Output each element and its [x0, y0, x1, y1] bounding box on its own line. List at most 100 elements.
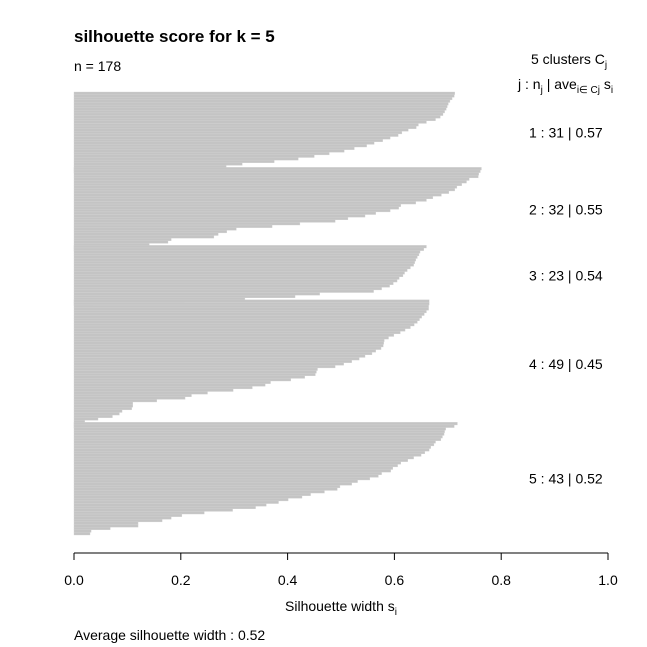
silhouette-bar-cluster-3-12	[73, 274, 404, 277]
silhouette-bar-cluster-5-32	[73, 503, 267, 507]
silhouette-bar-cluster-1-25	[73, 154, 315, 158]
silhouette-bar-cluster-5-31	[73, 500, 279, 504]
silhouette-bar-cluster-4-37	[73, 393, 192, 397]
chart-title: silhouette score for k = 5	[74, 27, 275, 46]
silhouette-bar-cluster-3-11	[73, 271, 405, 275]
silhouette-bar-cluster-2-17	[73, 209, 391, 213]
sample-count: n = 178	[74, 58, 121, 74]
legend-header-columns: j : nj | avei∈ Cj si	[517, 76, 613, 96]
silhouette-bar-cluster-3-2	[73, 247, 424, 251]
silhouette-bar-cluster-4-21	[73, 352, 373, 355]
silhouette-bar-cluster-5-26	[73, 487, 338, 491]
silhouette-bar-cluster-3-7	[73, 260, 415, 264]
silhouette-bar-cluster-4-46	[73, 417, 99, 421]
x-axis: 0.0 0.2 0.4 0.6 0.8 1.0	[64, 552, 618, 588]
silhouette-bar-cluster-5-19	[73, 469, 391, 473]
silhouette-bar-cluster-1-21	[73, 144, 367, 148]
silhouette-bar-cluster-2-25	[73, 230, 227, 234]
silhouette-bar-cluster-4-26	[73, 365, 336, 369]
silhouette-bar-cluster-3-19	[73, 292, 320, 296]
x-tick-label-0.6: 0.6	[385, 572, 405, 588]
silhouette-bar-cluster-3-13	[73, 276, 400, 280]
x-tick-label-1.0: 1.0	[598, 572, 618, 588]
cluster-label-4: 4 : 49 | 0.45	[529, 356, 603, 372]
silhouette-bar-cluster-2-28	[73, 237, 172, 241]
silhouette-bar-cluster-5-27	[73, 490, 325, 494]
silhouette-bar-cluster-5-17	[73, 464, 398, 468]
silhouette-bar-cluster-4-2	[73, 302, 430, 306]
silhouette-bar-cluster-5-18	[73, 466, 393, 470]
silhouette-bar-cluster-4-16	[73, 338, 385, 342]
silhouette-bar-cluster-5-13	[73, 453, 422, 457]
x-tick-label-0.8: 0.8	[491, 572, 511, 588]
silhouette-bar-cluster-5-20	[73, 471, 382, 475]
silhouette-bar-cluster-4-13	[73, 331, 401, 335]
silhouette-bar-cluster-4-27	[73, 367, 318, 371]
silhouette-bar-cluster-5-36	[73, 513, 183, 517]
silhouette-bar-cluster-1-12	[73, 120, 427, 124]
silhouette-bar-cluster-1-2	[73, 94, 455, 98]
silhouette-bar-cluster-3-16	[73, 284, 390, 288]
silhouette-bar-cluster-5-1	[73, 422, 458, 426]
silhouette-bar-cluster-1-11	[73, 118, 436, 121]
silhouette-bar-cluster-2-21	[73, 219, 336, 223]
x-tick-label-0.2: 0.2	[171, 572, 191, 588]
silhouette-bar-cluster-5-34	[73, 508, 233, 512]
silhouette-bar-cluster-4-10	[73, 323, 415, 327]
silhouette-bar-cluster-4-36	[73, 391, 208, 395]
silhouette-bar-cluster-5-29	[73, 495, 303, 499]
silhouette-bar-cluster-4-18	[73, 344, 384, 348]
silhouette-bar-cluster-5-12	[73, 450, 426, 454]
silhouette-bar-cluster-2-18	[73, 211, 376, 215]
silhouette-bar-cluster-4-11	[73, 325, 411, 329]
silhouette-bar-cluster-4-23	[73, 357, 360, 361]
silhouette-bar-cluster-5-23	[73, 479, 358, 483]
silhouette-bar-cluster-2-20	[73, 216, 349, 220]
silhouette-bar-cluster-3-10	[73, 268, 408, 272]
x-tick-label-0.0: 0.0	[64, 572, 84, 588]
silhouette-bar-cluster-5-8	[73, 440, 436, 444]
silhouette-bar-cluster-5-15	[73, 458, 408, 462]
silhouette-bar-cluster-4-22	[73, 354, 366, 358]
silhouette-bar-cluster-4-39	[73, 399, 157, 403]
silhouette-bar-cluster-4-12	[73, 328, 406, 332]
silhouette-bar-cluster-5-37	[73, 516, 172, 520]
average-silhouette-text: Average silhouette width : 0.52	[74, 627, 265, 643]
silhouette-bar-cluster-4-38	[73, 396, 186, 400]
silhouette-bar-cluster-5-41	[73, 526, 111, 530]
silhouette-bar-cluster-4-44	[73, 412, 120, 416]
silhouette-bar-cluster-4-9	[73, 320, 418, 324]
silhouette-bar-cluster-3-3	[73, 250, 421, 254]
cluster-label-1: 1 : 31 | 0.57	[529, 125, 603, 141]
silhouette-bar-cluster-2-8	[73, 185, 458, 189]
silhouette-bar-cluster-4-4	[73, 307, 429, 311]
silhouette-bar-cluster-2-24	[73, 227, 237, 231]
silhouette-bar-cluster-2-3	[73, 172, 479, 176]
silhouette-bar-cluster-3-15	[73, 281, 394, 285]
silhouette-bar-cluster-2-29	[73, 240, 169, 244]
silhouette-bar-cluster-1-14	[73, 125, 417, 129]
silhouette-bar-cluster-3-14	[73, 279, 398, 283]
silhouette-bar-cluster-4-24	[73, 359, 352, 363]
silhouette-bar-cluster-5-40	[73, 524, 139, 528]
silhouette-bar-cluster-4-41	[73, 404, 133, 408]
silhouette-bar-cluster-2-13	[73, 198, 427, 202]
silhouette-bar-cluster-2-23	[73, 224, 273, 228]
silhouette-bar-cluster-5-2	[73, 424, 455, 428]
silhouette-bar-cluster-4-42	[73, 407, 132, 411]
silhouette-bar-cluster-2-1	[73, 167, 482, 171]
silhouette-bar-cluster-5-42	[73, 529, 92, 533]
silhouette-bar-cluster-4-28	[73, 370, 317, 374]
cluster-label-2: 2 : 32 | 0.55	[529, 201, 603, 217]
legend-header-clusters: 5 clusters Cj	[531, 51, 607, 71]
silhouette-bar-cluster-4-31	[73, 378, 291, 382]
silhouette-bar-cluster-5-9	[73, 443, 435, 447]
silhouette-bar-cluster-2-19	[73, 214, 366, 218]
silhouette-bar-cluster-1-8	[73, 110, 445, 114]
silhouette-bar-cluster-4-35	[73, 388, 234, 392]
silhouette-bar-cluster-3-6	[73, 258, 416, 262]
silhouette-bar-cluster-4-8	[73, 317, 420, 321]
silhouette-bar-cluster-4-3	[73, 304, 429, 308]
silhouette-bar-cluster-2-2	[73, 169, 481, 173]
silhouette-bar-cluster-5-14	[73, 456, 414, 460]
